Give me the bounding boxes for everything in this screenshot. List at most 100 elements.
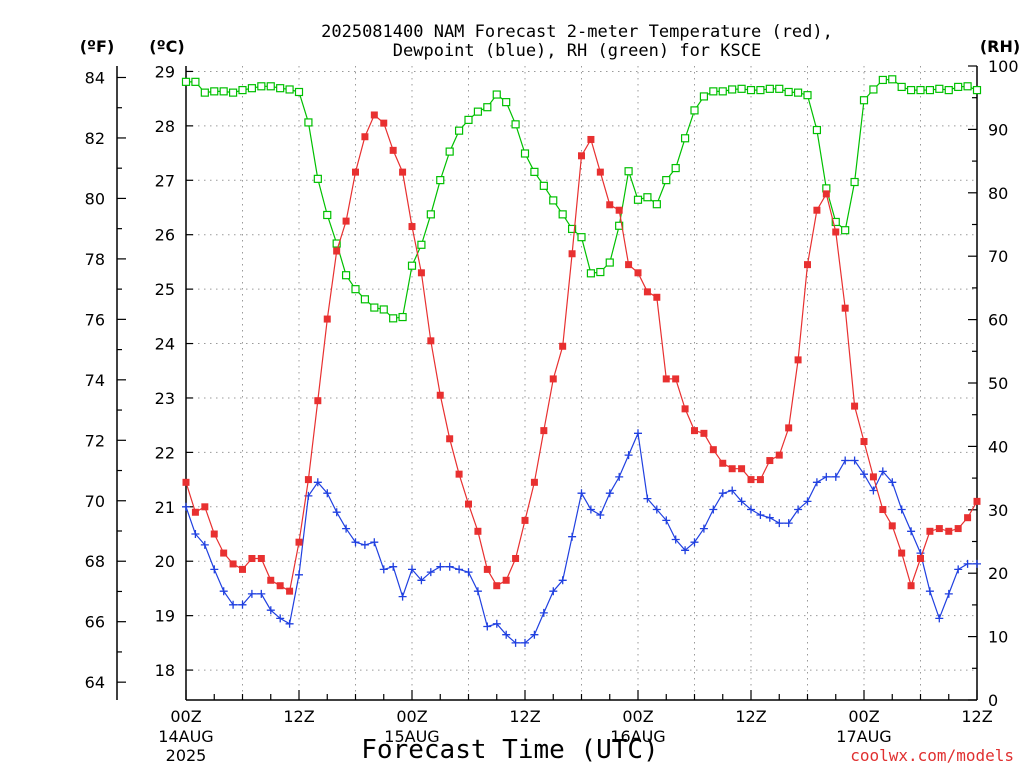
rh-point (181, 77, 191, 86)
temperature-point (851, 402, 859, 410)
dewpoint-point (596, 511, 605, 519)
dewpoint-point (841, 456, 850, 465)
dewpoint-point (963, 559, 972, 568)
rh-point (841, 226, 850, 235)
rh-tick-label: 50 (988, 374, 1008, 393)
rh-point (426, 210, 435, 219)
rh-point (200, 88, 209, 97)
rh-point (464, 115, 473, 124)
rh-point (690, 106, 699, 115)
temperature-point (775, 451, 783, 459)
dewpoint-point (850, 456, 859, 465)
temperature-point (945, 527, 953, 535)
rh-point (652, 200, 661, 209)
dewpoint-point (690, 538, 699, 547)
rh-point (906, 85, 916, 95)
rh-tick-label: 0 (988, 691, 998, 710)
temperature-point (625, 261, 633, 269)
dewpoint-point (492, 619, 501, 628)
rh-point (389, 314, 398, 323)
rh-point (276, 84, 285, 93)
dewpoint-point (888, 478, 897, 487)
temperature-point (917, 555, 924, 563)
rh-tick-label: 10 (988, 628, 1008, 647)
temperature-point (643, 288, 651, 296)
dewpoint-point (445, 562, 454, 571)
temperature-point (691, 427, 698, 435)
fahrenheit-tick-label: 76 (85, 310, 105, 329)
temperature-point (267, 576, 275, 584)
rh-point (219, 87, 228, 96)
celsius-tick-label: 24 (155, 335, 175, 354)
fahrenheit-tick-label: 80 (85, 189, 105, 208)
celsius-tick-label: 18 (155, 661, 175, 680)
temperature-point (822, 190, 830, 198)
fahrenheit-tick-label: 82 (85, 129, 105, 148)
temperature-point (559, 342, 567, 350)
dewpoint-point (379, 565, 388, 574)
dewpoint-point (784, 519, 793, 528)
rh-point (662, 176, 671, 185)
rh-point (859, 96, 869, 105)
temperature-point (709, 446, 717, 454)
dewpoint-point (370, 538, 379, 547)
temperature-point (888, 522, 896, 530)
temperature-point (276, 582, 284, 590)
rh-point (680, 134, 690, 143)
rh-point (775, 84, 784, 93)
dewpoint-point (257, 589, 266, 598)
celsius-tick-label: 19 (155, 607, 175, 626)
dewpoint-point (558, 576, 567, 585)
dewpoint-point (671, 535, 680, 544)
x-tick-year-label: 2025 (166, 746, 207, 765)
fahrenheit-tick-label: 84 (85, 68, 105, 87)
rh-point (577, 233, 586, 242)
temperature-point (804, 261, 811, 269)
dewpoint-point (803, 497, 812, 506)
temperature-point (954, 525, 962, 533)
rh-point (191, 77, 200, 86)
x-tick-label: 12Z (283, 707, 314, 726)
rh-point (596, 267, 605, 277)
temperature-point (191, 508, 199, 516)
temperature-point (935, 525, 943, 533)
temperature-point (512, 555, 520, 563)
temperature-point (738, 465, 746, 473)
rh-point (238, 85, 247, 95)
dewpoint-point (577, 489, 586, 498)
celsius-axis-label: (ºC) (149, 37, 184, 56)
x-axis-title: Forecast Time (UTC) (361, 735, 658, 765)
celsius-tick-label: 21 (155, 498, 175, 517)
dewpoint-line (185, 431, 977, 644)
temperature-point (832, 228, 840, 236)
x-tick-date-label: 14AUG (158, 727, 213, 746)
celsius-tick-label: 26 (155, 226, 175, 245)
temperature-point (794, 356, 802, 364)
fahrenheit-tick-label: 72 (85, 431, 105, 450)
grid (186, 66, 977, 700)
celsius-tick-label: 23 (155, 389, 175, 408)
fahrenheit-tick-label: 74 (85, 371, 105, 390)
dewpoint-point (897, 505, 906, 514)
dewpoint-point (954, 565, 963, 574)
temperature-point (898, 549, 906, 557)
rh-point (812, 125, 822, 135)
dewpoint-point (521, 638, 529, 647)
temperature-point (606, 201, 614, 209)
temperature-point (596, 168, 604, 176)
temperature-point (615, 206, 623, 214)
temperature-point (662, 375, 670, 383)
temperature-point (926, 527, 934, 535)
dewpoint-point (728, 486, 737, 495)
chart-title-line1: 2025081400 NAM Forecast 2-meter Temperat… (321, 22, 833, 42)
x-tick-date-label: 16AUG (610, 727, 665, 746)
temperature-point (700, 429, 708, 437)
fahrenheit-axis-label: (ºF) (80, 37, 115, 56)
dewpoint-point (238, 600, 247, 609)
dewpoint-point (822, 472, 831, 481)
dewpoint-point (586, 505, 595, 514)
celsius-tick-label: 29 (155, 62, 175, 81)
x-tick-label: 00Z (622, 707, 653, 726)
x-tick-label: 12Z (509, 707, 540, 726)
temperature-point (681, 405, 689, 413)
